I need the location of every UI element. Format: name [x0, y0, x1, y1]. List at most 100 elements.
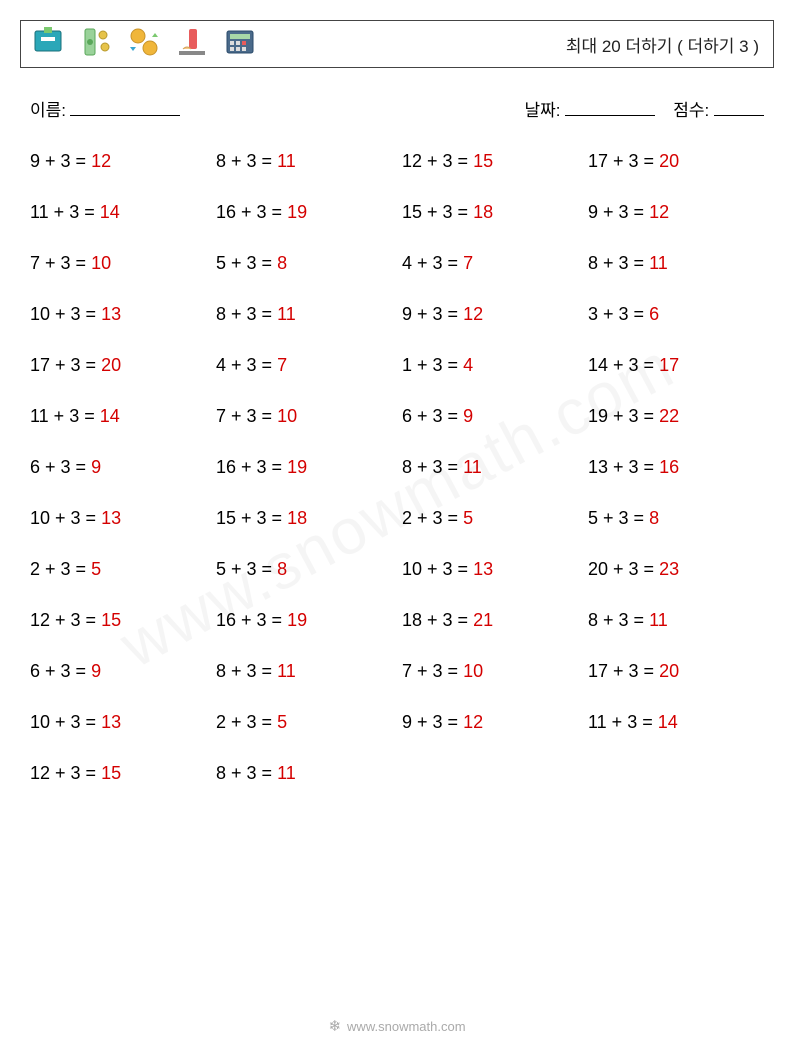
problem-expression: 19 + 3 = — [588, 406, 659, 426]
problem-expression: 5 + 3 = — [216, 253, 277, 273]
problem: 16 + 3 = 19 — [216, 457, 392, 478]
problem-expression: 12 + 3 = — [30, 610, 101, 630]
score-blank[interactable] — [714, 100, 764, 116]
problem-answer: 15 — [101, 610, 121, 630]
money-icon — [79, 25, 113, 64]
problem-answer: 17 — [659, 355, 679, 375]
problem-expression: 17 + 3 = — [588, 661, 659, 681]
problem: 9 + 3 = 12 — [402, 304, 578, 325]
problem-expression: 18 + 3 = — [402, 610, 473, 630]
problem-expression: 7 + 3 = — [30, 253, 91, 273]
problem-expression: 15 + 3 = — [216, 508, 287, 528]
footer: ❄ www.snowmath.com — [0, 1017, 794, 1035]
problem: 17 + 3 = 20 — [30, 355, 206, 376]
problem-expression: 10 + 3 = — [30, 508, 101, 528]
problem: 5 + 3 = 8 — [216, 253, 392, 274]
calculator-icon — [223, 25, 257, 64]
meta-row: 이름: 날짜: 점수: — [20, 96, 774, 121]
problem-expression: 6 + 3 = — [402, 406, 463, 426]
problem-answer: 12 — [91, 151, 111, 171]
problem-expression: 17 + 3 = — [30, 355, 101, 375]
problem-answer: 11 — [277, 151, 296, 171]
problem: 19 + 3 = 22 — [588, 406, 764, 427]
problem-expression: 10 + 3 = — [30, 304, 101, 324]
problem-answer: 4 — [463, 355, 473, 375]
atm-icon — [31, 25, 65, 64]
problem-expression: 7 + 3 = — [402, 661, 463, 681]
problem-expression: 15 + 3 = — [402, 202, 473, 222]
problem: 15 + 3 = 18 — [402, 202, 578, 223]
problem-expression: 3 + 3 = — [588, 304, 649, 324]
problem: 10 + 3 = 13 — [30, 508, 206, 529]
problem-expression: 8 + 3 = — [588, 610, 649, 630]
name-blank[interactable] — [70, 100, 180, 116]
problem-expression: 13 + 3 = — [588, 457, 659, 477]
problem: 14 + 3 = 17 — [588, 355, 764, 376]
problem-expression: 8 + 3 = — [216, 151, 277, 171]
problem: 2 + 3 = 5 — [402, 508, 578, 529]
problem-answer: 11 — [649, 253, 668, 273]
problem-answer: 12 — [463, 304, 483, 324]
problem-expression: 9 + 3 = — [402, 712, 463, 732]
problem: 5 + 3 = 8 — [588, 508, 764, 529]
problem-answer: 19 — [287, 610, 307, 630]
problem-answer: 8 — [277, 559, 287, 579]
problem: 7 + 3 = 10 — [402, 661, 578, 682]
problem-answer: 15 — [101, 763, 121, 783]
problem-expression: 8 + 3 = — [588, 253, 649, 273]
problem: 8 + 3 = 11 — [588, 610, 764, 631]
score-label: 점수: — [673, 101, 709, 120]
problem-answer: 20 — [659, 661, 679, 681]
problem: 16 + 3 = 19 — [216, 202, 392, 223]
problem-expression: 8 + 3 = — [216, 304, 277, 324]
problem-answer: 12 — [649, 202, 669, 222]
problem-expression: 9 + 3 = — [588, 202, 649, 222]
problem: 6 + 3 = 9 — [30, 457, 206, 478]
problem-answer: 14 — [658, 712, 678, 732]
problem: 1 + 3 = 4 — [402, 355, 578, 376]
problem-answer: 7 — [463, 253, 473, 273]
problem-answer: 5 — [91, 559, 101, 579]
problem: 11 + 3 = 14 — [30, 202, 206, 223]
problem: 2 + 3 = 5 — [216, 712, 392, 733]
problem: 12 + 3 = 15 — [30, 610, 206, 631]
problem-expression: 16 + 3 = — [216, 202, 287, 222]
problem-answer: 11 — [277, 304, 296, 324]
problem-answer: 14 — [100, 202, 120, 222]
problem-expression: 5 + 3 = — [588, 508, 649, 528]
problem-answer: 13 — [101, 712, 121, 732]
problem: 6 + 3 = 9 — [30, 661, 206, 682]
footer-url: www.snowmath.com — [347, 1019, 465, 1034]
problem-answer: 9 — [91, 661, 101, 681]
problem-answer: 15 — [473, 151, 493, 171]
problem-answer: 20 — [659, 151, 679, 171]
problem: 17 + 3 = 20 — [588, 661, 764, 682]
problem-expression: 11 + 3 = — [30, 202, 100, 222]
card-insert-icon — [175, 25, 209, 64]
problem-answer: 10 — [463, 661, 483, 681]
name-label: 이름: — [30, 96, 66, 121]
problem-expression: 6 + 3 = — [30, 457, 91, 477]
header-icon-row — [31, 25, 257, 64]
problem-answer: 20 — [101, 355, 121, 375]
problem: 3 + 3 = 6 — [588, 304, 764, 325]
problem-expression: 5 + 3 = — [216, 559, 277, 579]
problem-answer: 8 — [277, 253, 287, 273]
problem: 20 + 3 = 23 — [588, 559, 764, 580]
date-blank[interactable] — [565, 100, 655, 116]
problem: 4 + 3 = 7 — [216, 355, 392, 376]
problem: 7 + 3 = 10 — [216, 406, 392, 427]
problem-answer: 11 — [649, 610, 668, 630]
problem-answer: 7 — [277, 355, 287, 375]
snowflake-icon: ❄ — [328, 1017, 341, 1035]
problem-answer: 14 — [100, 406, 120, 426]
problem: 5 + 3 = 8 — [216, 559, 392, 580]
problem-expression: 2 + 3 = — [402, 508, 463, 528]
problem-expression: 11 + 3 = — [588, 712, 658, 732]
problem-expression: 11 + 3 = — [30, 406, 100, 426]
problem: 8 + 3 = 11 — [216, 763, 392, 784]
problem-answer: 10 — [277, 406, 297, 426]
problem-answer: 11 — [277, 763, 296, 783]
problem: 10 + 3 = 13 — [402, 559, 578, 580]
problem-answer: 9 — [91, 457, 101, 477]
